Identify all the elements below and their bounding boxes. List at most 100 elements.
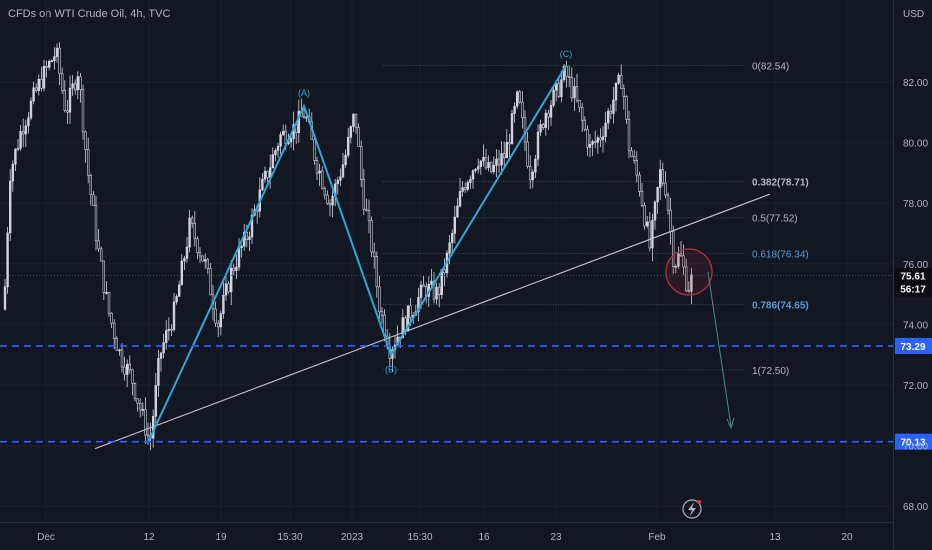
time-tick-label: 15:30 <box>277 532 302 543</box>
candle-body <box>84 131 87 150</box>
wave-line <box>147 65 567 444</box>
candle-body <box>113 322 116 339</box>
candle-body <box>92 194 95 206</box>
lightning-icon[interactable] <box>682 499 702 519</box>
candle-body <box>518 91 522 103</box>
candle-body <box>513 105 516 114</box>
candle-body <box>120 349 124 368</box>
candle-body <box>560 79 563 97</box>
price-tick-label: 82.00 <box>903 78 928 89</box>
candle-body <box>204 259 207 262</box>
candle-body <box>336 180 339 185</box>
candle-body <box>544 112 548 128</box>
time-tick-label: 19 <box>215 532 227 543</box>
candle-body <box>651 219 654 249</box>
candle-body <box>185 246 189 259</box>
candle-body <box>206 259 209 269</box>
candle-body <box>484 157 488 169</box>
candle-body <box>627 119 631 152</box>
candle-body <box>224 283 228 296</box>
candle-body <box>630 150 633 157</box>
candle-body <box>318 170 321 174</box>
lightning-icon-ring <box>682 499 702 519</box>
candle-body <box>133 383 137 399</box>
candle-body <box>666 194 670 211</box>
candle-body <box>230 267 233 293</box>
fibonacci-levels: 0(82.54) 0.382(78.71) 0.5(77.52) 0.618(76.3… <box>383 62 809 377</box>
candle-body <box>422 284 425 288</box>
candle-body <box>105 292 108 294</box>
candle-body <box>466 182 469 190</box>
candle-body <box>593 141 597 143</box>
candle-body <box>123 366 126 375</box>
candle-body <box>107 292 111 314</box>
candle-body <box>435 286 438 300</box>
candle-body <box>144 409 147 436</box>
candle-body <box>508 142 511 145</box>
candle-body <box>453 216 456 234</box>
time-tick-label: Dec <box>37 532 55 543</box>
candle-body <box>599 137 602 141</box>
candle-body <box>687 290 691 292</box>
chart-title: CFDs on WTI Crude Oil, 4h, TVC <box>8 8 171 20</box>
candle-body <box>583 119 587 130</box>
candle-body <box>146 434 150 437</box>
candle-body <box>349 126 352 138</box>
candle-body <box>622 88 626 97</box>
fib-label: 0.5(77.52) <box>752 214 798 225</box>
last-price-label: 75.61 <box>900 272 925 283</box>
candle-body <box>573 86 576 99</box>
candle-body <box>209 268 212 296</box>
candle-body <box>344 154 347 165</box>
candle-body <box>492 165 495 173</box>
candle-body <box>172 301 176 330</box>
candle-body <box>487 162 490 169</box>
candle-body <box>40 78 43 89</box>
candle-body <box>214 308 217 324</box>
candle-body <box>313 139 316 161</box>
time-tick-label: 16 <box>478 532 490 543</box>
candle-body <box>320 170 324 189</box>
candle-body <box>323 187 326 196</box>
candle-body <box>500 153 503 166</box>
price-tick-label: 74.00 <box>903 320 928 331</box>
candle-body <box>365 208 368 211</box>
candle-body <box>196 238 199 253</box>
candle-body <box>591 141 594 145</box>
candle-body <box>601 136 605 141</box>
level-badge-label: 73.29 <box>900 342 925 353</box>
candle-body <box>60 73 64 91</box>
countdown-label: 56:17 <box>900 285 926 296</box>
candle-body <box>575 86 579 101</box>
candle-body <box>450 233 454 244</box>
candle-body <box>375 256 378 288</box>
candle-body <box>131 369 134 384</box>
candle-body <box>29 100 33 119</box>
candle-body <box>141 409 144 411</box>
candle-body <box>279 134 282 147</box>
candle-body <box>47 61 51 68</box>
candle-body <box>339 176 342 181</box>
projection-arrow-head <box>726 417 735 430</box>
candle-body <box>289 138 293 143</box>
candle-body <box>679 253 683 257</box>
candle-body <box>34 87 38 91</box>
time-tick-label: 15:30 <box>407 532 432 543</box>
candle-body <box>635 160 639 176</box>
lightning-icon-bolt <box>688 502 696 516</box>
candle-body <box>66 110 69 113</box>
time-tick-label: 2023 <box>341 532 364 543</box>
candle-body <box>248 236 251 241</box>
time-axis[interactable]: Dec 12 19 15:30 2023 15:30 16 23 Feb 13 20 <box>37 532 853 543</box>
time-axis-separator <box>0 522 893 523</box>
candle-body <box>469 178 472 183</box>
candle-body <box>191 217 194 224</box>
candle-body <box>352 113 355 127</box>
price-axis[interactable]: 68.00 70.00 72.00 74.00 76.00 78.00 80.00 82.00 <box>903 78 928 513</box>
candle-body <box>180 260 183 286</box>
candle-body <box>638 174 641 192</box>
candle-body <box>297 110 300 133</box>
candle-body <box>378 286 381 313</box>
candle-body <box>401 317 404 339</box>
